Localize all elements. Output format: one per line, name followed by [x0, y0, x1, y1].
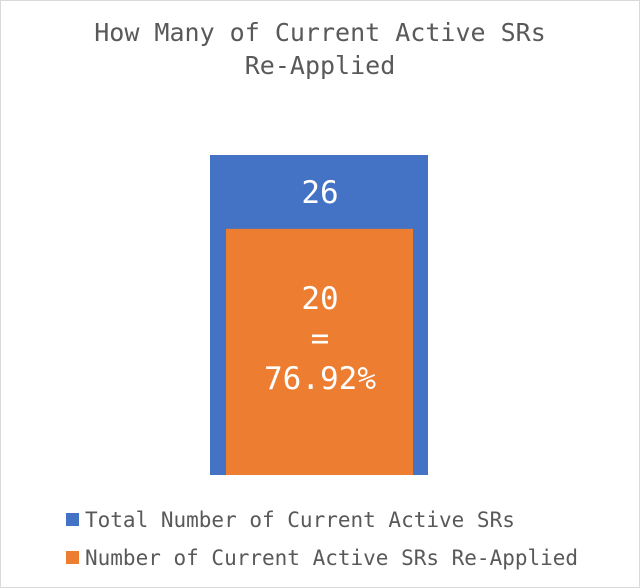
chart-title-line-1: How Many of Current Active SRs: [94, 18, 546, 47]
chart-plot: 26 20 = 76.92%: [210, 155, 428, 475]
legend-item-reapplied: Number of Current Active SRs Re-Applied: [66, 544, 578, 571]
bar-reapplied: [226, 228, 413, 475]
chart-title-line-2: Re-Applied: [244, 51, 396, 80]
chart-title: How Many of Current Active SRs Re-Applie…: [0, 16, 640, 82]
data-label-reapplied-value: 20: [301, 281, 338, 317]
legend-label-total: Total Number of Current Active SRs: [85, 507, 515, 532]
legend-swatch-reapplied: [66, 551, 79, 564]
data-label-reapplied-equals: =: [311, 321, 330, 357]
data-label-total: 26: [301, 175, 338, 211]
data-label-reapplied-percent: 76.92%: [264, 361, 376, 397]
legend-label-reapplied: Number of Current Active SRs Re-Applied: [85, 545, 579, 570]
legend-swatch-total: [66, 513, 79, 526]
legend: Total Number of Current Active SRs Numbe…: [66, 506, 578, 582]
legend-item-total: Total Number of Current Active SRs: [66, 506, 578, 533]
